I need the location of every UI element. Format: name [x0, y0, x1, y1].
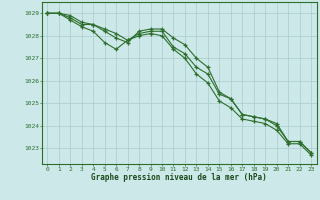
X-axis label: Graphe pression niveau de la mer (hPa): Graphe pression niveau de la mer (hPa)	[91, 173, 267, 182]
